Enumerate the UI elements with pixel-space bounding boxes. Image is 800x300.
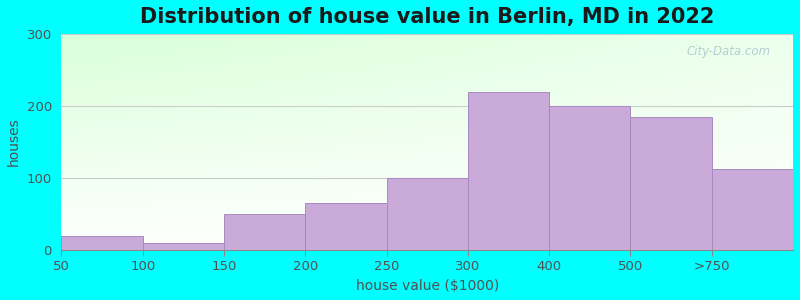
Text: City-Data.com: City-Data.com xyxy=(687,45,771,58)
Bar xyxy=(468,92,549,250)
Bar xyxy=(549,106,630,250)
Bar xyxy=(306,203,386,250)
Bar xyxy=(630,117,712,250)
Y-axis label: houses: houses xyxy=(7,118,21,167)
Bar xyxy=(386,178,468,250)
Title: Distribution of house value in Berlin, MD in 2022: Distribution of house value in Berlin, M… xyxy=(140,7,714,27)
X-axis label: house value ($1000): house value ($1000) xyxy=(356,279,499,293)
Bar xyxy=(62,236,142,250)
Bar xyxy=(224,214,306,250)
Bar xyxy=(712,169,793,250)
Bar xyxy=(142,243,224,250)
